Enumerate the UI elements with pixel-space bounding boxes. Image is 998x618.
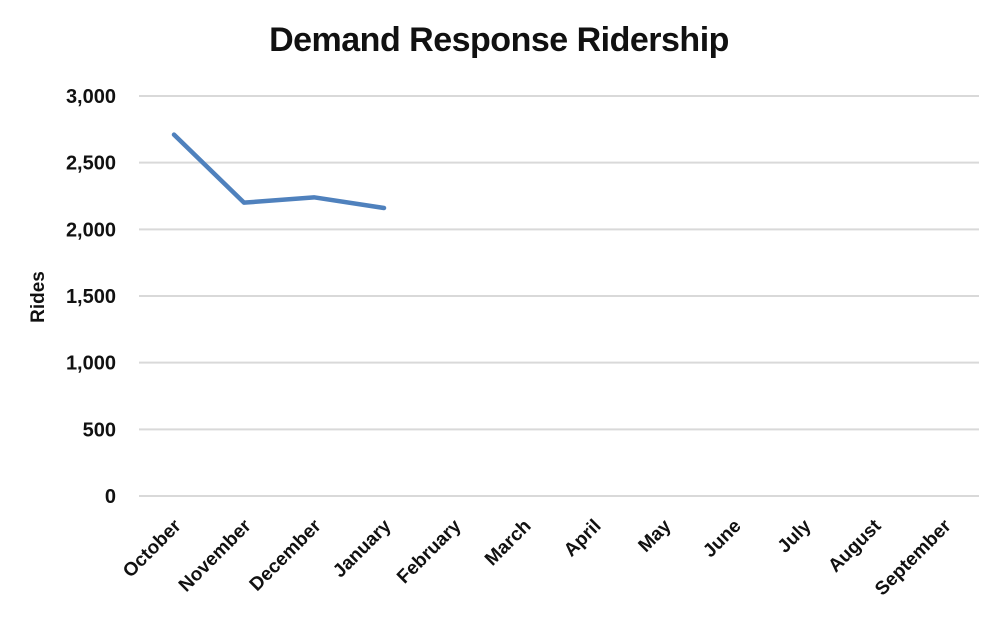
x-category-label: October xyxy=(119,515,186,582)
x-category-label: January xyxy=(329,515,396,582)
x-category-label: June xyxy=(699,516,745,562)
x-category-label: April xyxy=(560,516,605,561)
x-category-label: February xyxy=(393,515,466,588)
data-line-rides xyxy=(171,132,387,211)
y-tick-label: 2,000 xyxy=(66,219,116,241)
y-tick-label: 1,500 xyxy=(66,286,116,308)
x-category-label: December xyxy=(246,515,326,595)
y-tick-label: 2,500 xyxy=(66,153,116,175)
x-category-label: May xyxy=(635,515,676,556)
y-tick-label: 3,000 xyxy=(66,86,116,108)
x-category-label: November xyxy=(175,515,256,596)
y-tick-label: 500 xyxy=(83,419,116,441)
x-category-label: August xyxy=(824,515,886,577)
x-category-label: September xyxy=(871,515,956,600)
y-tick-label: 1,000 xyxy=(66,353,116,375)
chart-title: Demand Response Ridership xyxy=(269,21,729,59)
y-tick-label: 0 xyxy=(105,486,116,508)
x-category-label: July xyxy=(774,515,816,557)
x-category-label: March xyxy=(481,516,535,570)
